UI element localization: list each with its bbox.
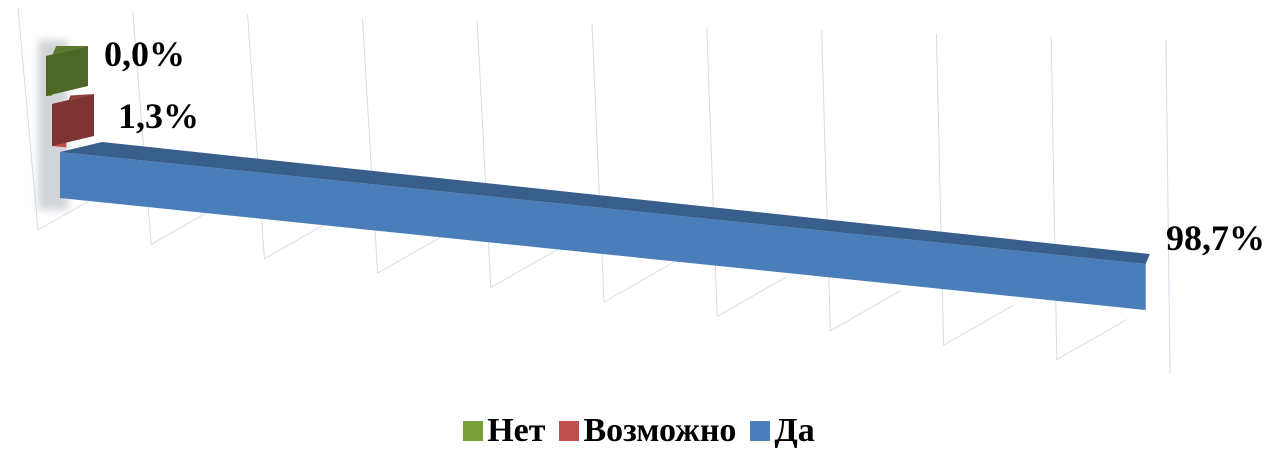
data-label-net: 0,0% (104, 34, 185, 74)
gridline (361, 17, 379, 274)
gridline (247, 14, 265, 259)
floor-gridline (1056, 319, 1128, 361)
gridline (821, 30, 831, 331)
legend-swatch-da (750, 421, 771, 441)
bar-top (60, 142, 1150, 264)
bar-side (52, 94, 94, 146)
floor-gridline (264, 218, 335, 260)
gridline (935, 33, 945, 346)
gridline (706, 27, 718, 317)
bar-side (46, 46, 88, 96)
data-label-da: 98,7% (1166, 218, 1265, 258)
floor-gridline (830, 290, 901, 332)
legend-swatch-net (463, 421, 484, 441)
gridline (591, 23, 605, 303)
gridline (1165, 39, 1171, 375)
bar-front (60, 152, 1146, 310)
legend-entry-net: Нет (463, 414, 545, 448)
legend-label-vozmozhno: Возможно (583, 412, 737, 449)
floor-gridline (716, 275, 788, 317)
floor-gridline (603, 261, 675, 303)
legend-entry-vozmozhno: Возможно (559, 414, 736, 448)
legend-entry-da: Да (750, 412, 815, 449)
legend-label-da: Да (774, 412, 815, 449)
floor-gridline (943, 304, 1014, 346)
floor-gridline (490, 247, 562, 289)
legend: Нет Возможно Да (0, 414, 1278, 448)
gridline (1050, 36, 1058, 360)
data-label-vozmozhno: 1,3% (118, 96, 199, 136)
gridline (17, 7, 39, 231)
gridline (476, 20, 492, 288)
legend-swatch-vozmozhno (559, 421, 580, 441)
floor-gridline (377, 232, 448, 274)
legend-label-net: Нет (487, 412, 546, 449)
